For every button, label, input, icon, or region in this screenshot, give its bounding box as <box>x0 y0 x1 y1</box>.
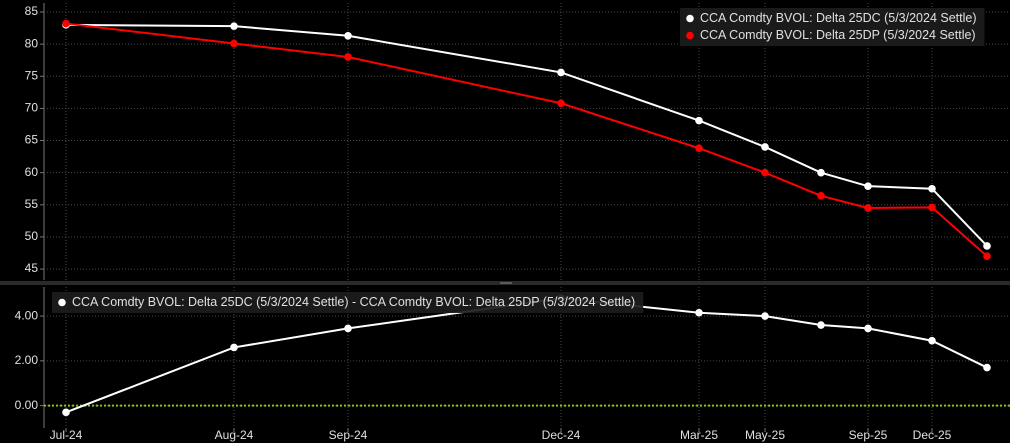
series-line <box>65 297 988 414</box>
legend-marker <box>686 31 694 40</box>
point <box>557 99 565 108</box>
point <box>557 68 565 77</box>
point <box>344 31 352 40</box>
y-tick-label: 0.00 <box>15 398 39 412</box>
point <box>344 53 352 61</box>
point <box>928 336 936 345</box>
point <box>864 204 872 212</box>
point <box>928 203 936 212</box>
point <box>344 324 352 333</box>
legend-label: CCA Comdty BVOL: Delta 25DP (5/3/2024 Se… <box>700 28 976 42</box>
x-tick-label: Jul-24 <box>50 428 83 442</box>
point <box>864 182 872 190</box>
series-line <box>65 23 988 247</box>
x-tick-label: Dec-25 <box>913 428 952 442</box>
point <box>983 363 991 372</box>
point <box>761 312 769 320</box>
legend: CCA Comdty BVOL: Delta 25DC (5/3/2024 Se… <box>52 292 644 313</box>
point <box>230 343 238 352</box>
point <box>983 252 991 261</box>
x-tick-label: Aug-24 <box>215 428 254 442</box>
point <box>817 321 825 329</box>
y-tick-label: 85 <box>25 4 39 18</box>
x-tick-label: Dec-24 <box>542 428 581 442</box>
x-tick-label: Sep-24 <box>329 428 368 442</box>
point <box>761 143 769 151</box>
y-tick-label: 60 <box>25 165 39 179</box>
y-tick-label: 65 <box>25 133 39 147</box>
legend-box <box>52 292 644 313</box>
point <box>230 39 238 48</box>
point <box>761 168 769 177</box>
x-tick-label: Mar-25 <box>680 428 718 442</box>
point <box>817 192 825 200</box>
y-tick-label: 75 <box>25 68 39 82</box>
legend-box <box>680 8 985 46</box>
point <box>62 19 70 28</box>
x-tick-label: Sep-25 <box>849 428 888 442</box>
point <box>983 242 991 250</box>
y-tick-label: 80 <box>25 36 39 50</box>
series-line <box>65 22 988 257</box>
point <box>230 22 238 30</box>
point <box>695 116 703 125</box>
y-tick-label: 2.00 <box>15 353 39 367</box>
y-tick-label: 45 <box>25 261 39 275</box>
y-tick-label: 55 <box>25 197 39 211</box>
y-tick-label: 4.00 <box>15 308 39 322</box>
legend-label: CCA Comdty BVOL: Delta 25DC (5/3/2024 Se… <box>700 11 977 25</box>
legend-label: CCA Comdty BVOL: Delta 25DC (5/3/2024 Se… <box>72 295 635 309</box>
x-tick-label: May-25 <box>745 428 785 442</box>
legend: CCA Comdty BVOL: Delta 25DC (5/3/2024 Se… <box>680 8 985 46</box>
point <box>695 144 703 153</box>
legend-marker <box>58 298 66 307</box>
point <box>62 408 70 417</box>
point <box>864 324 872 333</box>
point <box>817 168 825 177</box>
y-tick-label: 50 <box>25 229 39 243</box>
point <box>928 184 936 193</box>
point <box>695 308 703 317</box>
y-tick-label: 70 <box>25 101 39 115</box>
legend-marker <box>686 14 694 23</box>
